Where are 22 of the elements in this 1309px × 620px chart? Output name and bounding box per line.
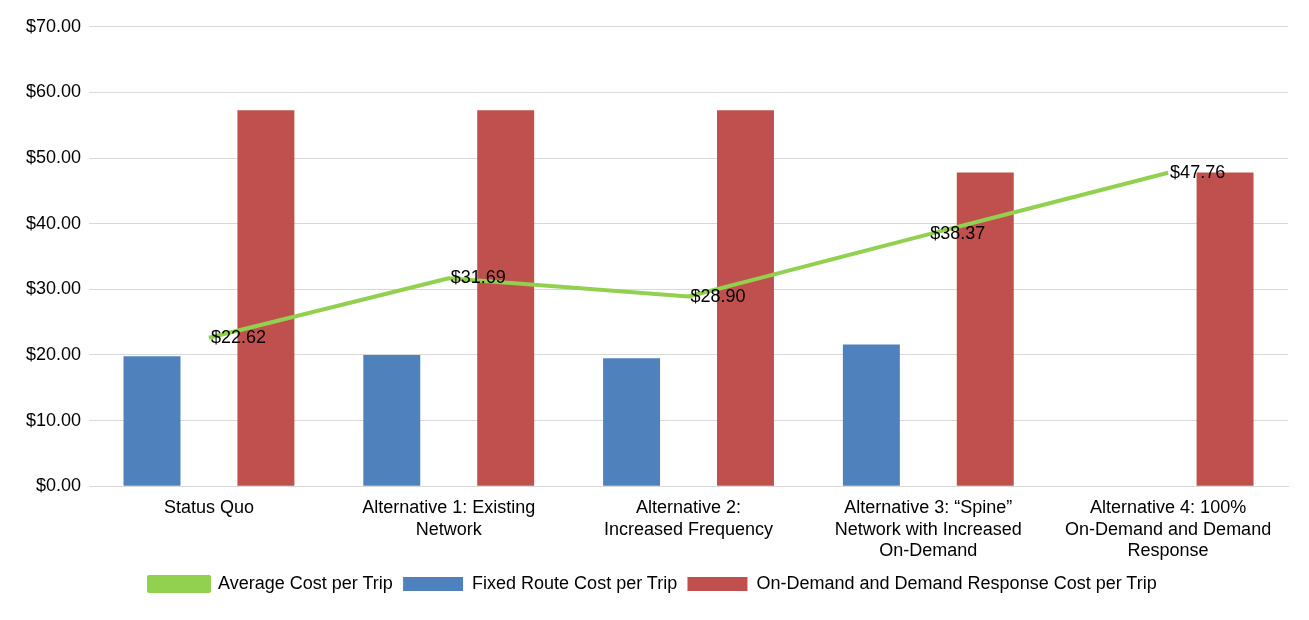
x-tick-label: Status Quo <box>163 496 254 517</box>
legend-label: On-Demand and Demand Response Cost per Trip <box>756 572 1157 593</box>
legend-label: Average Cost per Trip <box>217 572 393 593</box>
x-tick-label: Alternative 1: Existing Network <box>362 496 536 539</box>
y-tick-label: $70.00 <box>25 15 82 36</box>
legend-label: Fixed Route Cost per Trip <box>472 572 678 593</box>
x-tick-label: Alternative 3: “Spine” Network with Increased On-Demand <box>834 496 1022 561</box>
x-tick-label: Alternative 2: Increased Frequency <box>603 496 774 539</box>
bar <box>842 344 900 486</box>
bar <box>363 354 421 486</box>
data-label: $31.69 <box>450 267 506 288</box>
y-tick-label: $60.00 <box>25 81 82 102</box>
bar <box>603 358 661 486</box>
y-tick-label: $30.00 <box>25 278 82 299</box>
bar <box>123 356 181 486</box>
y-tick-label: $0.00 <box>36 475 82 496</box>
data-label: $47.76 <box>1170 161 1226 182</box>
x-tick-label: Alternative 4: 100% On-Demand and Demand Response <box>1065 496 1272 561</box>
y-tick-label: $40.00 <box>25 212 82 233</box>
y-tick-label: $50.00 <box>25 147 82 168</box>
y-tick-label: $20.00 <box>25 343 82 364</box>
y-tick-label: $10.00 <box>25 409 82 430</box>
